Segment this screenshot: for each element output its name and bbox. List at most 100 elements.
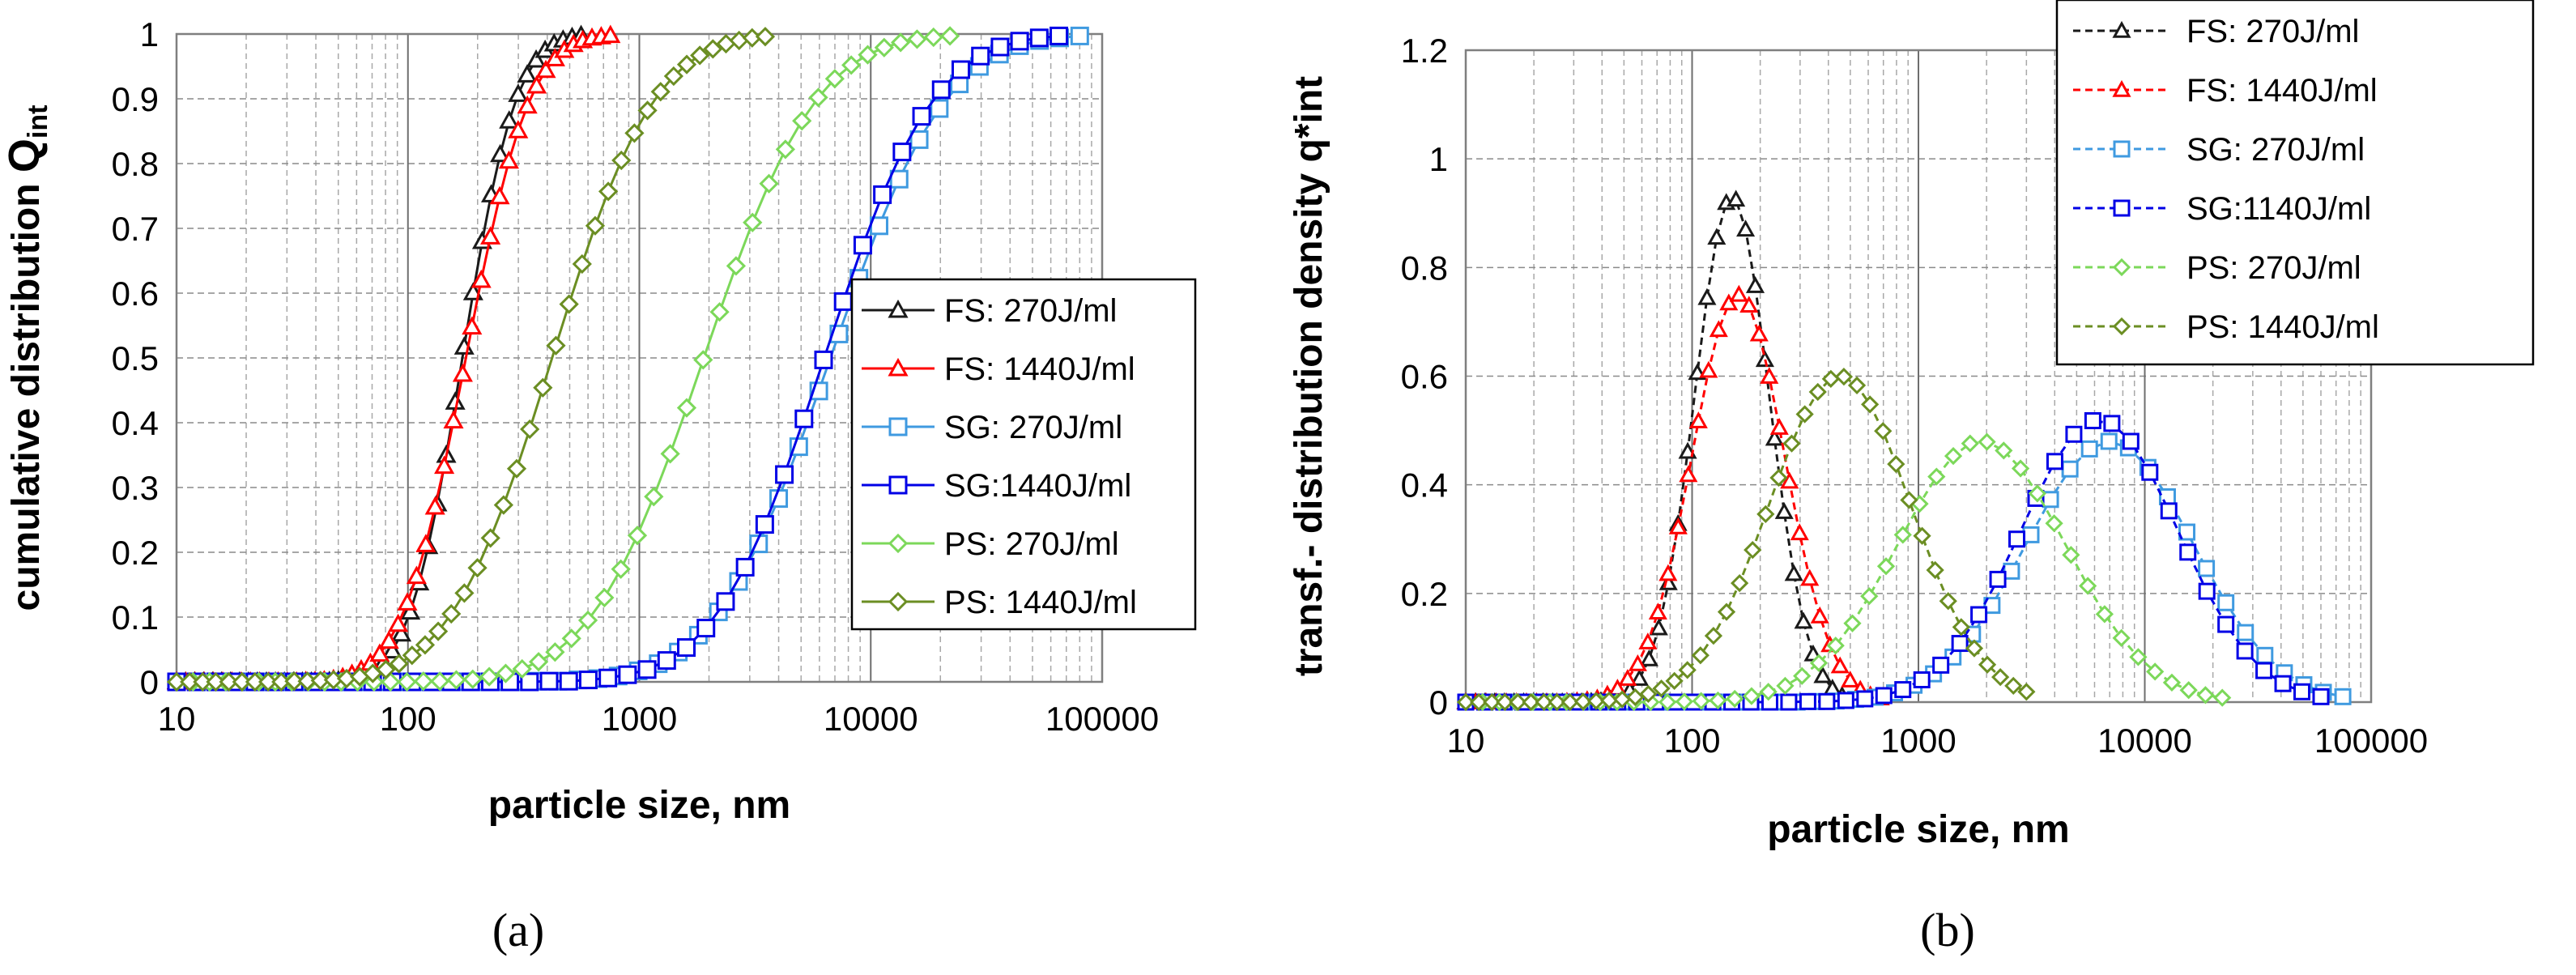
legend-label: PS: 1440J/ml: [2186, 309, 2379, 345]
data-point: [1675, 692, 1694, 711]
y-tick-label: 0.3: [112, 469, 159, 507]
legend-marker: [2112, 258, 2131, 277]
data-point: [193, 671, 213, 692]
data-point: [1769, 468, 1788, 487]
data-point: [618, 665, 637, 684]
y-tick-label: 0.8: [1401, 249, 1448, 287]
data-point: [1658, 564, 1678, 581]
data-point: [874, 37, 894, 57]
data-point: [1668, 517, 1688, 534]
data-point: [690, 45, 710, 66]
data-point: [2080, 440, 2098, 458]
data-point: [1729, 284, 1748, 302]
data-point: [1926, 560, 1944, 580]
data-point: [1894, 681, 1912, 699]
data-point: [415, 534, 436, 552]
y-tick-label: 0.2: [1401, 575, 1448, 613]
data-point: [2065, 425, 2083, 443]
data-point: [1010, 32, 1029, 51]
data-point: [545, 642, 565, 662]
legend-marker: [888, 417, 908, 436]
x-tick-label: 100000: [2314, 722, 2428, 760]
data-point: [496, 663, 516, 683]
data-point: [2217, 594, 2235, 611]
data-point: [693, 350, 713, 370]
data-point: [1599, 691, 1619, 710]
data-point: [1629, 669, 1650, 686]
legend-entry: PS: 270J/ml: [862, 526, 1119, 562]
data-point: [1586, 692, 1606, 710]
data-point: [808, 87, 828, 108]
legend-entry: SG: 270J/ml: [2073, 132, 2365, 168]
data-point: [1649, 618, 1668, 636]
data-point: [657, 651, 676, 671]
y-tick-label: 0.2: [112, 534, 159, 572]
data-point: [397, 671, 417, 692]
data-point: [480, 226, 501, 245]
data-point: [406, 565, 427, 585]
series-line: [1466, 419, 2322, 704]
data-point: [891, 32, 911, 53]
x-axis-ticks: 10 100 1000 10000 100000: [158, 700, 1159, 738]
data-point: [389, 654, 409, 674]
legend-label: FS: 270J/ml: [2186, 14, 2359, 49]
data-point: [912, 107, 931, 126]
data-point: [2179, 681, 2198, 700]
data-point: [1070, 26, 1089, 45]
data-point: [2011, 459, 2030, 478]
legend-entry: FS: 270J/ml: [2073, 14, 2359, 49]
data-point: [1939, 592, 1957, 611]
data-point: [775, 139, 796, 160]
data-point: [755, 27, 776, 47]
data-point: [2079, 577, 2097, 595]
data-point: [2236, 642, 2254, 660]
data-point: [627, 526, 648, 546]
data-point: [390, 623, 412, 642]
data-point: [650, 82, 671, 102]
legend-box: [2055, 0, 2535, 366]
data-point: [397, 592, 418, 611]
data-point: [1843, 614, 1862, 632]
data-point: [853, 236, 872, 255]
data-point: [1900, 491, 1918, 509]
data-point: [2062, 546, 2080, 564]
data-point: [2017, 683, 2036, 701]
data-point: [490, 143, 511, 163]
data-point: [775, 465, 794, 484]
data-point: [2122, 432, 2140, 450]
data-point: [676, 398, 697, 418]
data-point: [1776, 676, 1795, 695]
data-point: [1739, 296, 1759, 313]
data-point: [402, 645, 422, 666]
data-point: [2004, 676, 2023, 695]
data-point: [1628, 654, 1647, 671]
data-point: [1648, 602, 1667, 620]
legend-marker: [2112, 79, 2131, 97]
data-point: [833, 292, 853, 311]
data-point: [1496, 692, 1514, 712]
x-tick-label: 100000: [1045, 700, 1159, 738]
data-point: [1678, 661, 1697, 679]
data-point: [2084, 412, 2101, 430]
data-point: [923, 27, 943, 48]
legend-box: [850, 278, 1197, 631]
data-point: [624, 123, 645, 143]
data-point: [585, 215, 606, 236]
y-tick-label: 1: [1429, 140, 1448, 178]
legend-label: SG:1140J/ml: [2186, 191, 2371, 227]
data-point: [1704, 627, 1723, 645]
legend-label: PS: 1440J/ml: [944, 585, 1137, 620]
data-point: [2198, 560, 2216, 577]
data-point: [1726, 689, 1744, 709]
data-point: [792, 111, 812, 131]
y-axis-title: transf.- distribution density q*int: [1288, 76, 1331, 676]
data-point: [1913, 671, 1931, 688]
legend-label: FS: 270J/ml: [944, 293, 1117, 329]
data-point: [517, 95, 538, 114]
data-point: [2095, 605, 2114, 624]
data-point: [637, 660, 657, 679]
data-point: [759, 173, 779, 194]
data-point: [2061, 460, 2079, 478]
y-tick-label: 0.9: [112, 80, 159, 118]
data-point: [1679, 465, 1698, 483]
